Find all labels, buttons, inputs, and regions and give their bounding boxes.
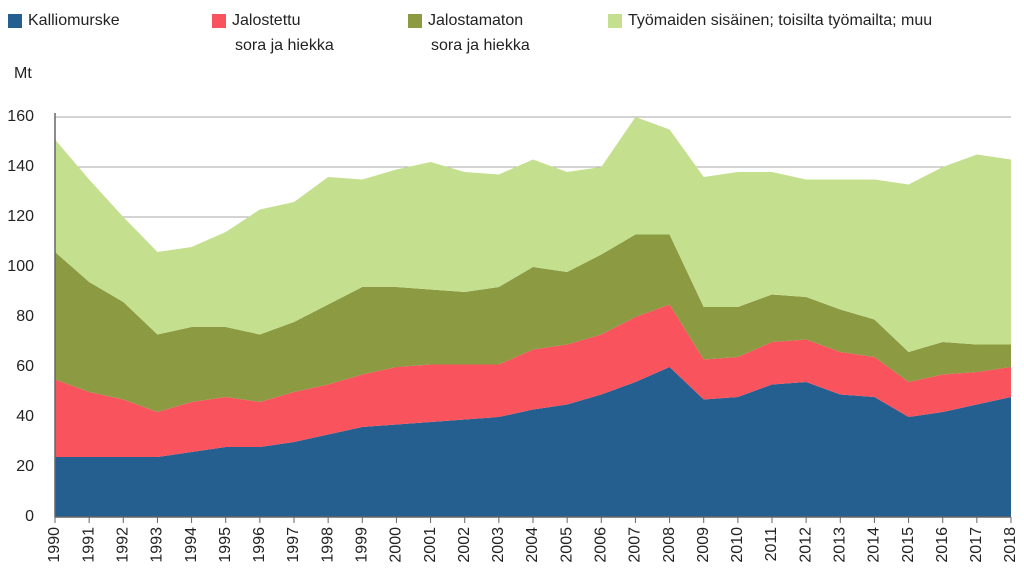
x-tick-label: 1991 (80, 527, 97, 563)
area (55, 304, 1011, 457)
x-tick-label: 2018 (1002, 527, 1019, 563)
x-tick-label: 2017 (968, 527, 985, 563)
y-tick-label: 140 (7, 158, 34, 175)
x-tick-label: 1998 (319, 527, 336, 563)
x-tick-label: 2005 (558, 527, 575, 563)
legend-swatch (608, 14, 622, 28)
x-tick-label: 2014 (866, 527, 883, 563)
x-tick-label: 2010 (729, 527, 746, 563)
legend-label: Jalostamaton sora ja hiekka (428, 12, 530, 54)
area (55, 234, 1011, 412)
y-tick-label: 20 (16, 458, 34, 475)
legend-label: Jalostettu sora ja hiekka (232, 12, 334, 54)
legend-label: Työmaiden sisäinen; toisilta työmailta; … (628, 12, 932, 29)
x-tick-label: 2000 (388, 527, 405, 563)
y-tick-label: 0 (25, 508, 34, 525)
y-axis-label: Mt (14, 65, 32, 82)
x-tick-label: 2016 (934, 527, 951, 563)
legend-label: Kalliomurske (28, 12, 120, 29)
area (55, 367, 1011, 517)
x-tick-label: 2009 (695, 527, 712, 563)
x-tick-label: 1990 (46, 527, 63, 563)
x-tick-label: 1996 (251, 527, 268, 563)
x-tick-label: 1999 (354, 527, 371, 563)
x-tick-label: 2013 (832, 527, 849, 563)
legend-swatch (212, 14, 226, 28)
x-tick-label: 2007 (627, 527, 644, 563)
y-tick-label: 80 (16, 308, 34, 325)
x-tick-label: 1995 (217, 527, 234, 563)
x-tick-label: 1994 (183, 527, 200, 563)
y-tick-label: 100 (7, 258, 34, 275)
y-tick-label: 120 (7, 208, 34, 225)
x-tick-label: 1993 (149, 527, 166, 563)
x-tick-label: 2003 (490, 527, 507, 563)
x-tick-label: 2008 (661, 527, 678, 563)
area (55, 117, 1011, 352)
x-tick-label: 2011 (763, 527, 780, 562)
x-tick-label: 2006 (593, 527, 610, 563)
y-tick-label: 60 (16, 358, 34, 375)
x-tick-label: 1997 (285, 527, 302, 563)
x-tick-label: 2001 (422, 527, 439, 563)
legend-swatch (8, 14, 22, 28)
y-tick-label: 160 (7, 108, 34, 125)
x-tick-label: 2002 (456, 527, 473, 563)
x-tick-label: 2012 (797, 527, 814, 563)
areas (55, 117, 1011, 517)
x-tick-label: 2004 (524, 527, 541, 563)
y-tick-label: 40 (16, 408, 34, 425)
x-tick-label: 2015 (900, 527, 917, 563)
legend-swatch (408, 14, 422, 28)
x-tick-label: 1992 (115, 527, 132, 563)
